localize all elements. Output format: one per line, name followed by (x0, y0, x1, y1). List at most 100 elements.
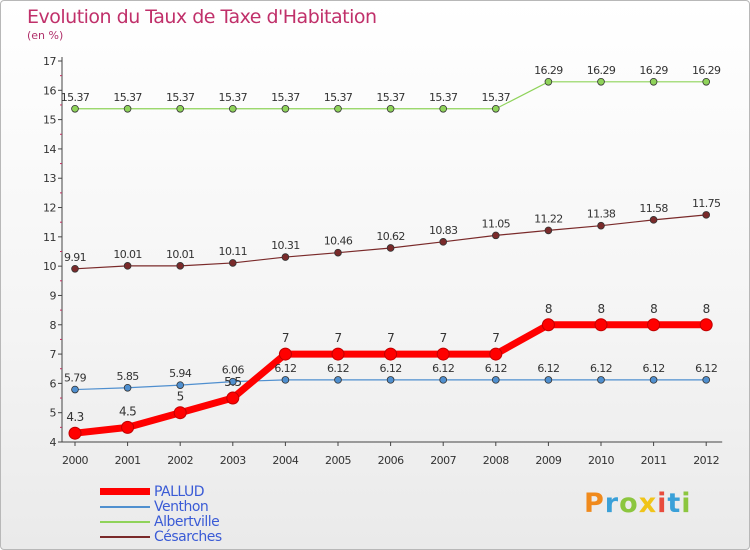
data-label: 11.22 (534, 212, 563, 225)
x-tick-label: 2011 (641, 454, 667, 467)
data-point (121, 420, 135, 434)
data-point (334, 104, 342, 113)
data-label: 4.5 (119, 404, 136, 418)
data-label: 6.12 (327, 362, 349, 375)
data-point (597, 376, 605, 384)
y-tick-label: 13 (43, 172, 56, 185)
legend-item: Venthon (100, 499, 222, 515)
data-label: 6.12 (537, 362, 559, 375)
legend-item: Albertville (100, 513, 222, 530)
data-label: 6.12 (643, 362, 665, 375)
chart-title: Evolution du Taux de Taxe d'Habitation (27, 6, 377, 28)
data-label: 11.58 (639, 202, 668, 215)
data-point (702, 211, 710, 219)
data-label: 6.06 (222, 364, 245, 377)
data-label: 16.29 (692, 64, 721, 77)
data-label: 5.79 (64, 372, 87, 385)
data-point (229, 377, 237, 386)
legend-swatch (100, 505, 150, 508)
data-label: 6.12 (590, 362, 612, 375)
data-label: 8 (703, 302, 710, 316)
y-tick-label: 16 (43, 84, 56, 97)
legend-swatch (100, 520, 150, 523)
data-point (123, 104, 132, 113)
data-label: 15.37 (113, 91, 142, 104)
data-point (331, 347, 345, 361)
data-label: 15.37 (166, 91, 195, 104)
y-tick-label: 9 (50, 289, 57, 302)
chart-legend: PALLUD Venthon Albertville Césarches (100, 484, 222, 545)
data-label: 5.5 (224, 375, 241, 389)
data-point (68, 426, 82, 440)
data-point (491, 376, 500, 384)
data-point (281, 253, 290, 261)
x-tick-label: 2001 (115, 454, 141, 467)
data-point (386, 104, 395, 113)
legend-item: Césarches (100, 528, 222, 545)
data-point (386, 244, 395, 252)
y-tick-label: 7 (50, 348, 57, 361)
data-label: 15.37 (271, 91, 300, 104)
data-point (123, 383, 132, 392)
data-label: 8 (650, 302, 657, 316)
y-tick-label: 6 (50, 377, 57, 390)
data-point (647, 318, 661, 332)
data-point (491, 104, 500, 113)
data-point (544, 226, 553, 235)
data-label: 15.37 (376, 91, 405, 104)
data-point (229, 104, 237, 113)
x-tick-label: 2006 (378, 454, 404, 467)
data-label: 10.11 (219, 245, 248, 258)
data-label: 4.3 (66, 410, 83, 424)
legend-label: Albertville (154, 513, 220, 530)
data-point (384, 347, 398, 361)
y-tick-label: 14 (43, 143, 56, 156)
x-tick-label: 2005 (325, 454, 351, 467)
legend-swatch (100, 488, 150, 495)
data-point (702, 376, 710, 384)
data-label: 11.75 (692, 197, 721, 210)
data-point (436, 347, 450, 361)
data-point (489, 347, 503, 361)
data-label: 11.05 (482, 217, 511, 230)
data-label: 6.12 (485, 362, 507, 375)
y-tick-label: 12 (43, 202, 56, 215)
y-tick-label: 15 (43, 114, 56, 127)
data-point (229, 259, 237, 267)
data-point (71, 264, 79, 273)
data-label: 10.83 (429, 224, 458, 237)
data-label: 8 (597, 302, 604, 316)
data-label: 10.62 (376, 230, 405, 243)
data-label: 7 (334, 331, 341, 345)
data-point (226, 391, 240, 405)
data-point (649, 376, 658, 384)
data-point (541, 318, 555, 332)
data-label: 6.12 (380, 362, 402, 375)
data-point (649, 78, 658, 86)
y-tick-label: 17 (43, 55, 56, 68)
data-label: 15.37 (219, 91, 248, 104)
data-point (544, 78, 553, 86)
data-point (544, 376, 553, 384)
data-point (439, 104, 448, 113)
data-label: 16.29 (639, 64, 668, 77)
data-label: 15.37 (429, 91, 458, 104)
data-label: 10.01 (113, 248, 142, 261)
data-point (281, 376, 290, 384)
x-tick-label: 2007 (430, 454, 456, 467)
data-point (649, 216, 658, 224)
x-tick-label: 2002 (167, 454, 193, 467)
data-label: 16.29 (587, 64, 616, 77)
data-label: 5 (177, 390, 184, 404)
data-point (699, 318, 713, 332)
x-tick-label: 2000 (62, 454, 88, 467)
data-point (176, 381, 185, 389)
data-label: 5.85 (117, 370, 140, 383)
data-point (176, 104, 185, 113)
data-label: 7 (282, 331, 289, 345)
data-point (597, 78, 605, 86)
data-point (491, 231, 500, 240)
legend-label: Césarches (154, 528, 222, 545)
